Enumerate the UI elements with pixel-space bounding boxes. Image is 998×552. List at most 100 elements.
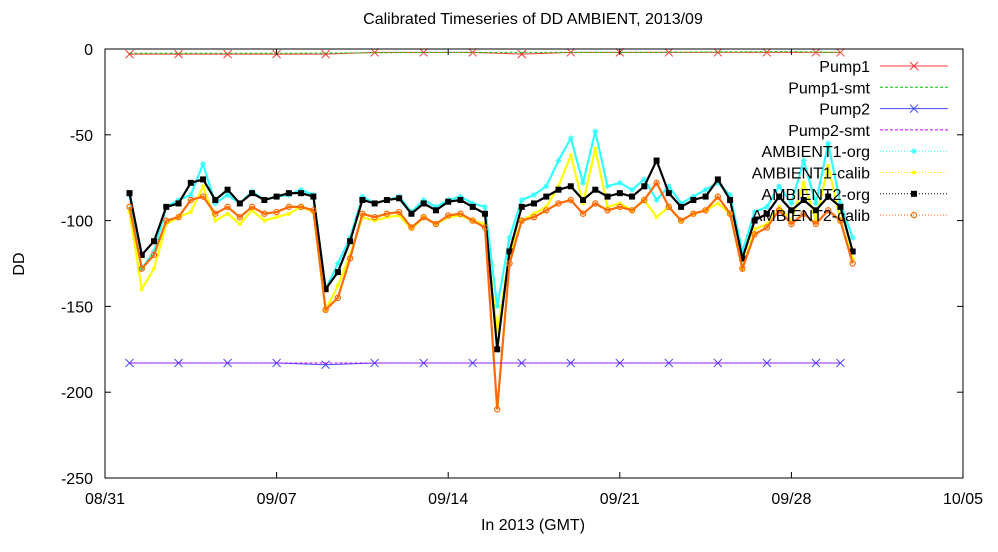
data-point: [494, 406, 501, 413]
data-point: [494, 303, 501, 310]
data-point: [457, 193, 464, 200]
legend-label: Pump1: [819, 59, 870, 76]
data-point: [690, 210, 697, 217]
data-point: [261, 197, 268, 204]
data-point: [518, 203, 525, 210]
data-point: [592, 200, 599, 207]
data-point: [432, 203, 439, 210]
data-point: [837, 200, 844, 207]
legend-label: AMBIENT1-org: [762, 144, 870, 161]
data-point: [517, 49, 527, 59]
data-point: [396, 195, 403, 202]
legend-marker: [911, 190, 917, 197]
series-pump1-smt: [129, 51, 841, 54]
data-point: [187, 179, 194, 186]
data-point: [126, 190, 133, 197]
data-point: [175, 197, 182, 204]
data-point: [727, 197, 734, 204]
data-point: [213, 218, 218, 223]
data-point: [849, 234, 856, 241]
x-tick-label: 09/07: [257, 491, 297, 508]
data-point: [788, 207, 795, 214]
data-point: [567, 135, 574, 142]
data-point: [138, 265, 145, 272]
data-point: [713, 358, 723, 368]
data-point: [494, 346, 501, 353]
data-point: [187, 191, 194, 198]
data-point: [776, 183, 783, 190]
data-point: [457, 210, 464, 217]
data-point: [408, 210, 415, 217]
data-point: [223, 49, 232, 59]
series-line: [128, 180, 854, 410]
data-point: [322, 306, 329, 314]
data-point: [604, 193, 611, 200]
data-point: [628, 207, 636, 214]
data-point: [175, 200, 182, 207]
y-axis-label: DD: [11, 252, 28, 275]
data-point: [408, 224, 415, 231]
legend-marker: [909, 61, 919, 71]
y-tick-label: -250: [61, 471, 93, 488]
data-point: [371, 213, 378, 221]
data-point: [837, 203, 844, 210]
data-point: [579, 210, 587, 217]
data-point: [713, 48, 723, 57]
series-ambient2-calib: [126, 179, 856, 413]
data-point: [248, 203, 256, 211]
data-point: [616, 190, 623, 197]
data-point: [788, 200, 795, 207]
data-point: [801, 180, 806, 185]
data-point: [751, 217, 758, 224]
data-point: [518, 217, 525, 224]
data-point: [641, 183, 648, 190]
data-point: [468, 358, 478, 368]
data-point: [310, 207, 317, 214]
data-point: [187, 196, 194, 204]
data-point: [126, 203, 133, 211]
y-axis: 0 -50 -100 -150 -200 -250: [61, 42, 963, 488]
data-point: [567, 183, 574, 190]
data-point: [199, 193, 207, 200]
data-point: [223, 358, 232, 368]
data-point: [616, 179, 623, 186]
data-point: [236, 200, 243, 207]
data-point: [751, 231, 758, 238]
legend-label: AMBIENT2-org: [762, 187, 870, 204]
data-point: [543, 183, 550, 190]
data-point: [285, 203, 293, 211]
data-point: [335, 283, 340, 288]
legend-marker: [912, 170, 916, 175]
data-point: [665, 190, 672, 197]
data-point: [274, 215, 279, 220]
data-point: [346, 255, 354, 262]
series-pump1: [125, 48, 845, 59]
data-point: [568, 153, 573, 158]
data-point: [678, 200, 685, 207]
data-point: [334, 260, 341, 267]
data-point: [188, 210, 193, 215]
data-point: [800, 210, 807, 217]
data-point: [163, 203, 170, 210]
data-point: [298, 186, 305, 193]
data-point: [151, 238, 158, 245]
data-point: [334, 294, 342, 302]
data-point: [359, 193, 366, 200]
data-point: [419, 358, 429, 368]
series-line: [129, 51, 841, 55]
data-point: [506, 234, 513, 241]
data-point: [664, 48, 674, 57]
series-pump2: [125, 358, 845, 370]
data-point: [175, 213, 182, 221]
legend: Pump1 Pump1-smt Pump2 Pump2-smt AMBIENT1-org…: [752, 59, 948, 225]
data-point: [836, 48, 845, 57]
data-point: [690, 197, 697, 204]
data-point: [629, 186, 636, 193]
data-point: [751, 209, 758, 216]
data-point: [849, 260, 856, 267]
data-point: [812, 207, 819, 214]
data-point: [531, 191, 537, 198]
chart-title: Calibrated Timeseries of DD AMBIENT, 201…: [363, 11, 703, 28]
data-point: [702, 186, 709, 193]
data-point: [419, 48, 429, 57]
